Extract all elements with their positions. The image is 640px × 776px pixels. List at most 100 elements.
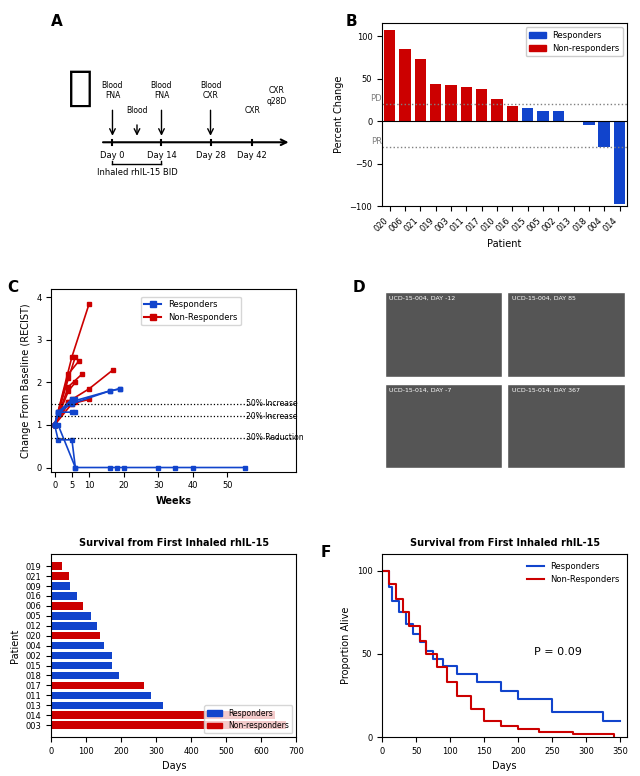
Bar	[51, 632, 100, 639]
Bar	[51, 592, 77, 600]
Bar	[51, 602, 83, 610]
Non-Responders	[535, 728, 543, 737]
Bar	[384, 30, 396, 121]
Bar	[399, 49, 411, 121]
Bar	[51, 722, 286, 729]
Responders	[429, 654, 437, 663]
Text: CXR
q28D: CXR q28D	[267, 86, 287, 106]
Bar	[445, 85, 457, 121]
Text: Inhaled rhIL-15 BID: Inhaled rhIL-15 BID	[97, 168, 177, 177]
Text: 20% Increase: 20% Increase	[246, 412, 298, 421]
Non-Responders	[416, 636, 424, 646]
Text: Blood
FNA: Blood FNA	[151, 81, 172, 100]
Bar	[51, 573, 68, 580]
Responders	[385, 583, 393, 592]
Bar	[51, 612, 92, 619]
Text: PD: PD	[371, 95, 382, 103]
Responders	[440, 661, 447, 670]
Y-axis label: Percent Change: Percent Change	[334, 76, 344, 154]
Responders	[422, 646, 430, 655]
Text: 50% Increase: 50% Increase	[246, 399, 298, 408]
Bar	[476, 88, 488, 121]
FancyBboxPatch shape	[385, 293, 502, 376]
Responders	[388, 596, 396, 605]
Legend: Responders, Non-Responders: Responders, Non-Responders	[524, 558, 623, 587]
X-axis label: Weeks: Weeks	[156, 496, 192, 506]
Text: 🐕: 🐕	[68, 67, 93, 109]
FancyBboxPatch shape	[507, 293, 625, 376]
Responders	[378, 566, 386, 576]
Non-Responders	[406, 621, 413, 630]
Text: UCD-15-014, DAY -7: UCD-15-014, DAY -7	[390, 387, 452, 393]
Bar	[537, 111, 548, 121]
Legend: Responders, Non-Responders: Responders, Non-Responders	[141, 296, 241, 325]
Non-Responders	[385, 580, 393, 589]
Line: Responders: Responders	[382, 571, 620, 721]
Bar	[51, 662, 113, 669]
Bar	[51, 652, 113, 660]
Bar	[507, 106, 518, 121]
FancyBboxPatch shape	[507, 384, 625, 468]
Text: CXR: CXR	[244, 106, 260, 115]
Non-Responders	[392, 594, 399, 604]
Bar	[51, 582, 70, 590]
Title: Survival from First Inhaled rhIL-15: Survival from First Inhaled rhIL-15	[410, 538, 600, 548]
Non-Responders	[443, 677, 451, 687]
Responders	[616, 716, 624, 726]
Non-Responders	[422, 650, 430, 659]
Line: Non-Responders: Non-Responders	[382, 571, 614, 737]
X-axis label: Days: Days	[161, 761, 186, 771]
Bar	[522, 109, 533, 121]
Bar	[51, 712, 275, 719]
Bar	[51, 672, 120, 679]
Text: UCD-15-004, DAY 85: UCD-15-004, DAY 85	[512, 296, 576, 301]
Text: Blood
FNA: Blood FNA	[102, 81, 124, 100]
Non-Responders	[481, 716, 488, 726]
Text: UCD-15-014, DAY 367: UCD-15-014, DAY 367	[512, 387, 580, 393]
Responders	[548, 708, 556, 717]
Non-Responders	[497, 721, 505, 730]
Legend: Responders, Non-responders: Responders, Non-responders	[204, 705, 292, 733]
Y-axis label: Patient: Patient	[10, 629, 20, 663]
Text: Day 42: Day 42	[237, 151, 267, 161]
Bar	[51, 691, 151, 699]
Responders	[474, 677, 481, 687]
Bar	[583, 121, 595, 126]
Responders	[409, 629, 417, 639]
Responders	[402, 619, 410, 629]
Text: 30% Reduction: 30% Reduction	[246, 433, 304, 442]
Responders	[396, 608, 403, 617]
Y-axis label: Change From Baseline (RECIST): Change From Baseline (RECIST)	[20, 303, 31, 458]
X-axis label: Patient: Patient	[488, 239, 522, 249]
Title: Survival from First Inhaled rhIL-15: Survival from First Inhaled rhIL-15	[79, 538, 269, 548]
Y-axis label: Proportion Alive: Proportion Alive	[341, 607, 351, 684]
Bar	[51, 681, 144, 689]
Responders	[600, 716, 607, 726]
Non-Responders	[610, 733, 618, 742]
Bar	[415, 59, 426, 121]
Non-Responders	[569, 729, 577, 739]
Non-Responders	[378, 566, 386, 576]
Bar	[51, 622, 97, 629]
Text: D: D	[353, 279, 365, 295]
Bar	[598, 121, 610, 147]
Text: B: B	[346, 14, 357, 29]
Text: A: A	[51, 14, 63, 29]
Bar	[51, 563, 61, 570]
Bar	[492, 99, 503, 121]
Non-Responders	[433, 663, 440, 672]
Text: C: C	[7, 279, 18, 295]
Responders	[453, 670, 461, 679]
Text: F: F	[321, 545, 331, 560]
Text: UCD-15-004, DAY -12: UCD-15-004, DAY -12	[390, 296, 456, 301]
Bar	[51, 702, 163, 709]
Text: Blood
CXR: Blood CXR	[200, 81, 221, 100]
Responders	[515, 695, 522, 704]
FancyBboxPatch shape	[385, 384, 502, 468]
Bar	[552, 111, 564, 121]
Legend: Responders, Non-responders: Responders, Non-responders	[526, 27, 623, 57]
Responders	[416, 638, 424, 647]
Text: Day 28: Day 28	[196, 151, 225, 161]
Bar	[51, 642, 104, 650]
Responders	[497, 686, 505, 695]
